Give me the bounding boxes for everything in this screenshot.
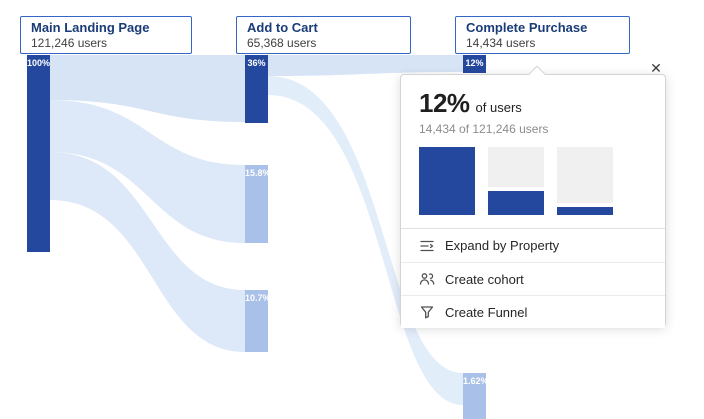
conversion-percent-suffix: of users	[475, 100, 522, 115]
node-pct-label: 15.8%	[245, 168, 271, 178]
mini-bar-bg	[488, 147, 544, 187]
menu-item-expand-by-property[interactable]: Expand by Property	[401, 229, 665, 262]
node-pct-label: 36%	[247, 58, 266, 68]
node-details-popover: 12% of users 14,434 of 121,246 users	[400, 65, 666, 328]
flow-landing-to-cart-branch2[interactable]	[50, 152, 245, 352]
node-purchase-12[interactable]: 12%	[463, 55, 486, 73]
step-box-complete-purchase[interactable]: Complete Purchase 14,434 users	[455, 16, 630, 54]
cohort-people-icon	[419, 271, 435, 287]
step-box-add-to-cart[interactable]: Add to Cart 65,368 users	[236, 16, 411, 54]
step-user-count: 14,434 users	[466, 36, 536, 50]
node-pct-label: 12%	[465, 58, 484, 68]
menu-item-label: Create Funnel	[445, 304, 528, 320]
flow-landing-to-cart-branch1[interactable]	[50, 100, 245, 243]
mini-funnel-bar-1	[419, 147, 475, 215]
expand-by-property-icon	[419, 238, 435, 254]
step-box-main-landing-page[interactable]: Main Landing Page 121,246 users	[20, 16, 192, 54]
mini-funnel-bar-3	[557, 147, 613, 215]
conversion-user-counts: 14,434 of 121,246 users	[419, 122, 549, 136]
popover-body: 12% of users 14,434 of 121,246 users	[401, 75, 665, 215]
menu-item-create-cohort[interactable]: Create cohort	[401, 262, 665, 295]
node-cart-10-7[interactable]: 10.7%	[245, 290, 271, 352]
node-cart-36[interactable]: 36%	[245, 55, 268, 123]
step-title: Add to Cart	[247, 20, 318, 35]
flow-cart-to-purchase-branch[interactable]	[268, 76, 463, 405]
conversion-percent: 12%	[419, 88, 470, 118]
node-pct-label: 100%	[27, 58, 51, 68]
funnel-icon	[419, 304, 435, 320]
mini-funnel-chart	[419, 147, 647, 215]
mini-bar-fill	[557, 206, 613, 215]
popover-action-menu: Expand by Property Create cohort	[401, 228, 665, 328]
popover-headline: 12% of users	[419, 88, 647, 119]
flow-landing-to-cart[interactable]	[50, 55, 245, 122]
node-landing-100[interactable]: 100%	[27, 55, 50, 252]
step-title: Main Landing Page	[31, 20, 150, 35]
node-purchase-1-62[interactable]: 1.62%	[463, 373, 489, 419]
mini-bar-bg	[557, 147, 613, 203]
node-cart-15-8[interactable]: 15.8%	[245, 165, 271, 243]
menu-item-label: Expand by Property	[445, 238, 560, 253]
step-title: Complete Purchase	[466, 20, 588, 35]
close-icon[interactable]: ✕	[650, 60, 662, 76]
node-pct-label: 10.7%	[245, 293, 271, 303]
step-user-count: 121,246 users	[31, 36, 108, 50]
mini-funnel-bar-2	[488, 147, 544, 215]
mini-bar-fill	[419, 147, 475, 215]
flow-cart-to-purchase[interactable]	[268, 55, 463, 76]
menu-item-label: Create cohort	[445, 271, 524, 287]
step-user-count: 65,368 users	[247, 36, 317, 50]
menu-item-create-funnel[interactable]: Create Funnel	[401, 295, 665, 328]
mini-bar-fill	[488, 190, 544, 215]
node-pct-label: 1.62%	[463, 376, 489, 386]
